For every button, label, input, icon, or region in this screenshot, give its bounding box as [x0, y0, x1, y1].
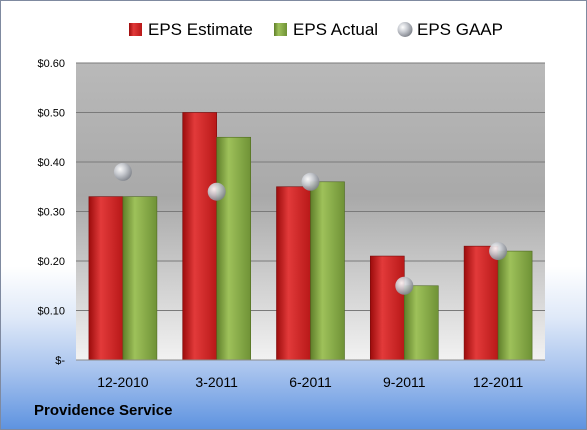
legend-label: EPS Actual: [293, 20, 378, 39]
legend-swatch: [397, 22, 413, 37]
legend-swatch: [274, 23, 287, 36]
x-tick-label: 6-2011: [289, 374, 332, 390]
gaap-marker-12-2011: [489, 242, 508, 261]
y-tick-label: $0.40: [37, 157, 65, 169]
legend-label: EPS Estimate: [148, 20, 253, 39]
estimate-bar-9-2011: [369, 255, 405, 361]
y-tick-label: $0.50: [37, 108, 65, 120]
company-name: Providence Service: [34, 402, 173, 419]
bars: [88, 112, 533, 361]
legend-label: EPS GAAP: [417, 20, 503, 39]
actual-bar-6-2011: [310, 181, 345, 361]
x-tick-label: 3-2011: [195, 374, 238, 390]
estimate-bar-6-2011: [276, 186, 311, 361]
gaap-markers: [113, 162, 508, 295]
actual-bar-9-2011: [403, 285, 439, 361]
estimate-bar-3-2011: [182, 112, 217, 361]
y-tick-label: $-: [55, 355, 65, 367]
gaap-marker-6-2011: [301, 172, 320, 191]
legend: EPS Estimate EPS Actual EPS GAAP: [129, 20, 503, 39]
actual-bar-12-2011: [497, 250, 533, 361]
x-tick-label: 12-2010: [97, 374, 149, 390]
legend-swatch: [129, 23, 142, 36]
y-tick-label: $0.60: [37, 58, 65, 70]
gaap-marker-9-2011: [395, 276, 414, 295]
gaap-marker-12-2010: [113, 162, 132, 181]
gaap-marker-3-2011: [207, 182, 226, 201]
estimate-bar-12-2010: [88, 196, 124, 361]
y-axis-tick-labels: $- $0.10 $0.20 $0.30 $0.40 $0.50 $0.60: [37, 58, 65, 367]
y-tick-label: $0.30: [37, 207, 65, 219]
x-tick-label: 9-2011: [383, 374, 426, 390]
x-axis-tick-labels: 12-2010 3-2011 6-2011 9-2011 12-2011: [97, 374, 523, 390]
y-tick-label: $0.10: [37, 306, 65, 318]
actual-bar-12-2010: [122, 196, 158, 361]
actual-bar-3-2011: [216, 136, 251, 361]
y-tick-label: $0.20: [37, 256, 65, 268]
x-tick-label: 12-2011: [473, 374, 524, 390]
estimate-bar-12-2011: [463, 245, 499, 361]
